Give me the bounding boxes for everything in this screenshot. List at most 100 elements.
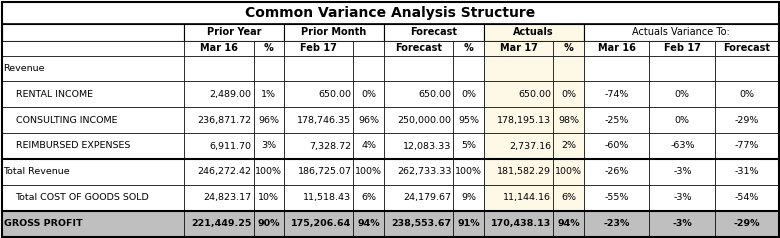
Text: 250,000.00: 250,000.00: [397, 116, 452, 125]
Bar: [484, 81, 553, 107]
Text: 1%: 1%: [261, 90, 276, 99]
Bar: [284, 211, 353, 237]
Bar: [553, 211, 583, 237]
Bar: [2, 24, 184, 40]
Bar: [553, 185, 583, 211]
Bar: [284, 40, 353, 55]
Bar: [2, 40, 184, 55]
Bar: [453, 159, 484, 185]
Bar: [484, 159, 553, 185]
Text: Forecast: Forecast: [410, 27, 457, 37]
Text: -26%: -26%: [604, 167, 629, 176]
Bar: [484, 107, 553, 133]
Bar: [583, 211, 650, 237]
Text: -77%: -77%: [735, 142, 759, 150]
Bar: [2, 55, 184, 81]
Bar: [254, 107, 284, 133]
Text: 650.00: 650.00: [418, 90, 452, 99]
Bar: [484, 185, 553, 211]
Bar: [715, 159, 778, 185]
Bar: [284, 159, 353, 185]
Text: 90%: 90%: [257, 219, 280, 228]
Bar: [353, 133, 384, 159]
Bar: [384, 185, 453, 211]
Text: Forecast: Forecast: [723, 43, 771, 53]
Bar: [284, 24, 384, 40]
Bar: [254, 159, 284, 185]
Bar: [715, 133, 778, 159]
Bar: [184, 55, 254, 81]
Bar: [353, 40, 384, 55]
Bar: [254, 81, 284, 107]
Bar: [583, 159, 650, 185]
Bar: [715, 81, 778, 107]
Text: 2,737.16: 2,737.16: [509, 142, 551, 150]
Bar: [384, 211, 453, 237]
Bar: [353, 159, 384, 185]
Text: 6%: 6%: [561, 193, 576, 202]
Text: CONSULTING INCOME: CONSULTING INCOME: [16, 116, 117, 125]
Text: -29%: -29%: [733, 219, 760, 228]
Text: 3%: 3%: [261, 142, 276, 150]
Text: 6,911.70: 6,911.70: [210, 142, 252, 150]
Text: %: %: [563, 43, 573, 53]
Bar: [583, 133, 650, 159]
Text: Mar 17: Mar 17: [499, 43, 537, 53]
Text: RENTAL INCOME: RENTAL INCOME: [16, 90, 93, 99]
Text: -54%: -54%: [735, 193, 759, 202]
Text: 24,179.67: 24,179.67: [403, 193, 452, 202]
Bar: [184, 107, 254, 133]
Text: 178,746.35: 178,746.35: [297, 116, 352, 125]
Text: 100%: 100%: [255, 167, 282, 176]
Bar: [284, 185, 353, 211]
Text: 650.00: 650.00: [318, 90, 352, 99]
Text: -3%: -3%: [673, 167, 692, 176]
Bar: [453, 185, 484, 211]
Bar: [384, 40, 453, 55]
Bar: [650, 159, 715, 185]
Bar: [353, 81, 384, 107]
Text: -74%: -74%: [604, 90, 629, 99]
Bar: [184, 185, 254, 211]
Text: 100%: 100%: [455, 167, 482, 176]
Text: %: %: [264, 43, 274, 53]
Bar: [384, 133, 453, 159]
Bar: [453, 107, 484, 133]
Text: -31%: -31%: [735, 167, 759, 176]
Bar: [553, 159, 583, 185]
Bar: [284, 55, 353, 81]
Text: Mar 16: Mar 16: [200, 43, 238, 53]
Bar: [384, 24, 484, 40]
Text: -29%: -29%: [735, 116, 759, 125]
Text: 100%: 100%: [555, 167, 582, 176]
Text: 95%: 95%: [458, 116, 479, 125]
Bar: [2, 159, 184, 185]
Text: GROSS PROFIT: GROSS PROFIT: [3, 219, 82, 228]
Text: 5%: 5%: [461, 142, 476, 150]
Bar: [650, 133, 715, 159]
Text: -3%: -3%: [672, 219, 692, 228]
Bar: [254, 211, 284, 237]
Text: 221,449.25: 221,449.25: [191, 219, 252, 228]
Bar: [553, 133, 583, 159]
Bar: [353, 211, 384, 237]
Bar: [184, 211, 254, 237]
Bar: [650, 185, 715, 211]
Text: 650.00: 650.00: [518, 90, 551, 99]
Text: -25%: -25%: [604, 116, 629, 125]
Text: Actuals: Actuals: [513, 27, 554, 37]
Text: 94%: 94%: [357, 219, 380, 228]
Bar: [484, 211, 553, 237]
Text: Prior Month: Prior Month: [301, 27, 367, 37]
Bar: [715, 185, 778, 211]
Bar: [453, 40, 484, 55]
Bar: [553, 107, 583, 133]
Bar: [184, 133, 254, 159]
Text: 91%: 91%: [457, 219, 480, 228]
Bar: [184, 81, 254, 107]
Text: 7,328.72: 7,328.72: [310, 142, 352, 150]
Bar: [384, 159, 453, 185]
Text: -23%: -23%: [604, 219, 629, 228]
Text: Actuals Variance To:: Actuals Variance To:: [633, 27, 730, 37]
Text: 4%: 4%: [361, 142, 376, 150]
